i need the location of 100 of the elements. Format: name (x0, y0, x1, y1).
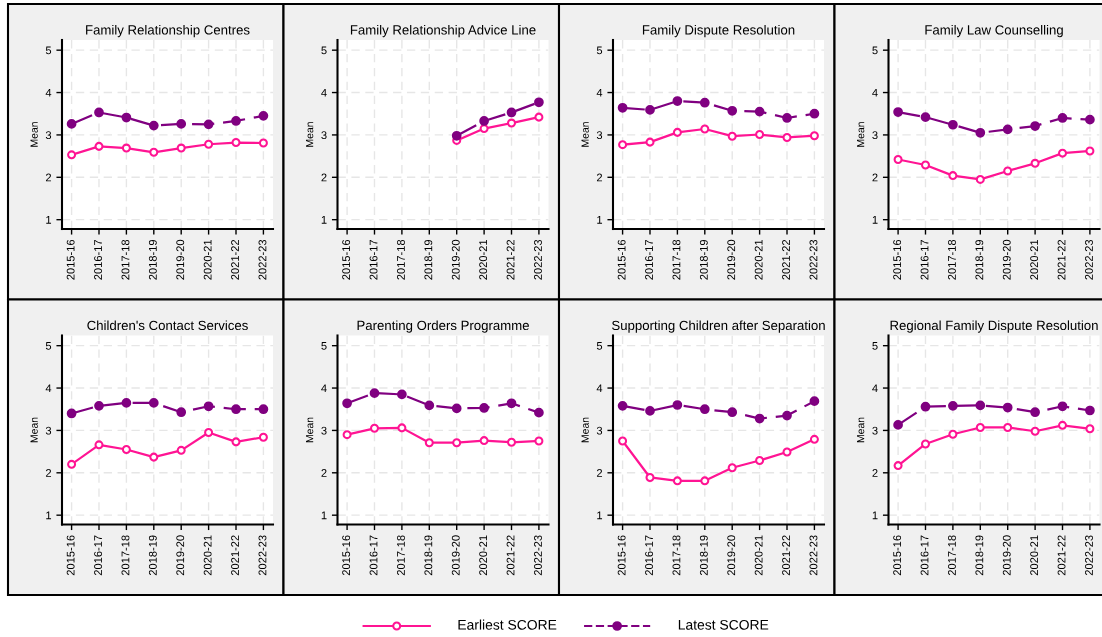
point (727, 105, 738, 116)
point (645, 472, 655, 482)
y-axis-title: Mean (581, 417, 589, 443)
point (975, 422, 985, 432)
y-tick-label: 2 (321, 469, 327, 477)
y-tick-label: 2 (321, 173, 327, 182)
point (534, 407, 544, 418)
point (534, 436, 544, 446)
point (258, 432, 268, 442)
point (782, 132, 792, 142)
point (1030, 121, 1040, 131)
point (148, 120, 159, 131)
point (920, 439, 931, 449)
x-tick-label: 2016-17 (920, 239, 929, 280)
point (121, 398, 132, 408)
point (148, 398, 159, 408)
point (506, 437, 517, 447)
point (121, 444, 131, 455)
point (782, 447, 792, 457)
y-tick-label: 5 (45, 46, 52, 55)
x-tick-label: 2019-20 (451, 239, 460, 280)
y-axis-title: Mean (306, 417, 314, 443)
point (1003, 166, 1013, 176)
x-tick-label: 2018-19 (699, 239, 708, 280)
y-tick-label: 3 (321, 131, 327, 140)
x-tick-label: 2022-23 (809, 535, 818, 576)
chart-title: Family Dispute Resolution (642, 24, 795, 38)
y-tick-label: 3 (596, 426, 603, 435)
point (67, 150, 77, 160)
y-tick-label: 1 (872, 216, 878, 224)
point (258, 138, 268, 148)
point (479, 116, 489, 126)
x-tick-label: 2020-21 (479, 535, 488, 576)
point (176, 407, 187, 418)
point (617, 102, 628, 113)
point (1030, 407, 1040, 418)
point (755, 129, 765, 140)
x-tick-label: 2021-22 (1057, 535, 1066, 576)
point (920, 401, 931, 412)
point (920, 160, 931, 170)
y-tick-label: 4 (45, 88, 52, 97)
x-tick-label: 2015-16 (66, 535, 75, 576)
x-tick-label: 2016-17 (645, 535, 653, 576)
x-tick-label: 2015-16 (893, 535, 902, 576)
x-tick-label: 2019-20 (727, 535, 736, 576)
point (231, 437, 241, 447)
point (1085, 424, 1095, 434)
x-tick-label: 2021-22 (782, 535, 790, 576)
x-tick-label: 2017-18 (397, 535, 405, 576)
x-tick-label: 2019-20 (1002, 239, 1011, 280)
chart-title: Family Relationship Centres (86, 24, 250, 38)
x-tick-label: 2018-19 (975, 239, 984, 280)
y-tick-label: 1 (46, 216, 52, 224)
x-tick-label: 2017-18 (121, 239, 130, 280)
point (700, 124, 710, 134)
point (700, 476, 710, 486)
chart-title: Family Law Counselling (925, 24, 1063, 38)
point (121, 143, 131, 153)
point (342, 430, 352, 440)
point (66, 408, 77, 419)
chart-title: Family Relationship Advice Line (350, 24, 536, 38)
x-tick-label: 2020-21 (754, 535, 763, 576)
x-tick-label: 2016-17 (369, 239, 378, 280)
y-tick-label: 5 (321, 342, 327, 350)
point (451, 403, 462, 414)
y-tick-label: 4 (872, 88, 878, 97)
x-tick-label: 2022-23 (534, 239, 542, 280)
point (1085, 146, 1095, 156)
point (94, 107, 104, 118)
x-tick-label: 2022-23 (1085, 535, 1093, 576)
point (893, 461, 903, 471)
y-axis-title: Mean (857, 417, 865, 443)
y-tick-label: 3 (321, 426, 327, 435)
x-tick-label: 2020-21 (1030, 239, 1039, 280)
point (1003, 422, 1013, 432)
x-tick-label: 2019-20 (451, 535, 460, 576)
point (699, 97, 710, 108)
y-tick-label: 2 (872, 469, 878, 477)
x-tick-label: 2021-22 (782, 239, 790, 280)
chart-title: Children's Contact Services (87, 320, 248, 331)
point (67, 459, 77, 469)
x-tick-label: 2019-20 (176, 239, 185, 280)
x-tick-label: 2020-21 (1030, 535, 1039, 576)
point (1057, 113, 1068, 123)
y-tick-label: 2 (596, 173, 603, 182)
x-tick-label: 2015-16 (617, 535, 626, 576)
x-tick-label: 2018-19 (424, 535, 433, 576)
x-tick-label: 2016-17 (920, 535, 929, 576)
point (782, 113, 792, 123)
point (66, 119, 77, 129)
y-tick-label: 5 (45, 342, 52, 350)
point (754, 413, 765, 424)
x-tick-label: 2018-19 (424, 239, 433, 280)
x-tick-label: 2015-16 (617, 239, 626, 280)
point (645, 137, 655, 147)
x-tick-label: 2017-18 (948, 535, 956, 576)
point (452, 438, 462, 448)
point (948, 119, 958, 130)
point (727, 131, 737, 141)
x-tick-label: 2018-19 (699, 535, 708, 576)
